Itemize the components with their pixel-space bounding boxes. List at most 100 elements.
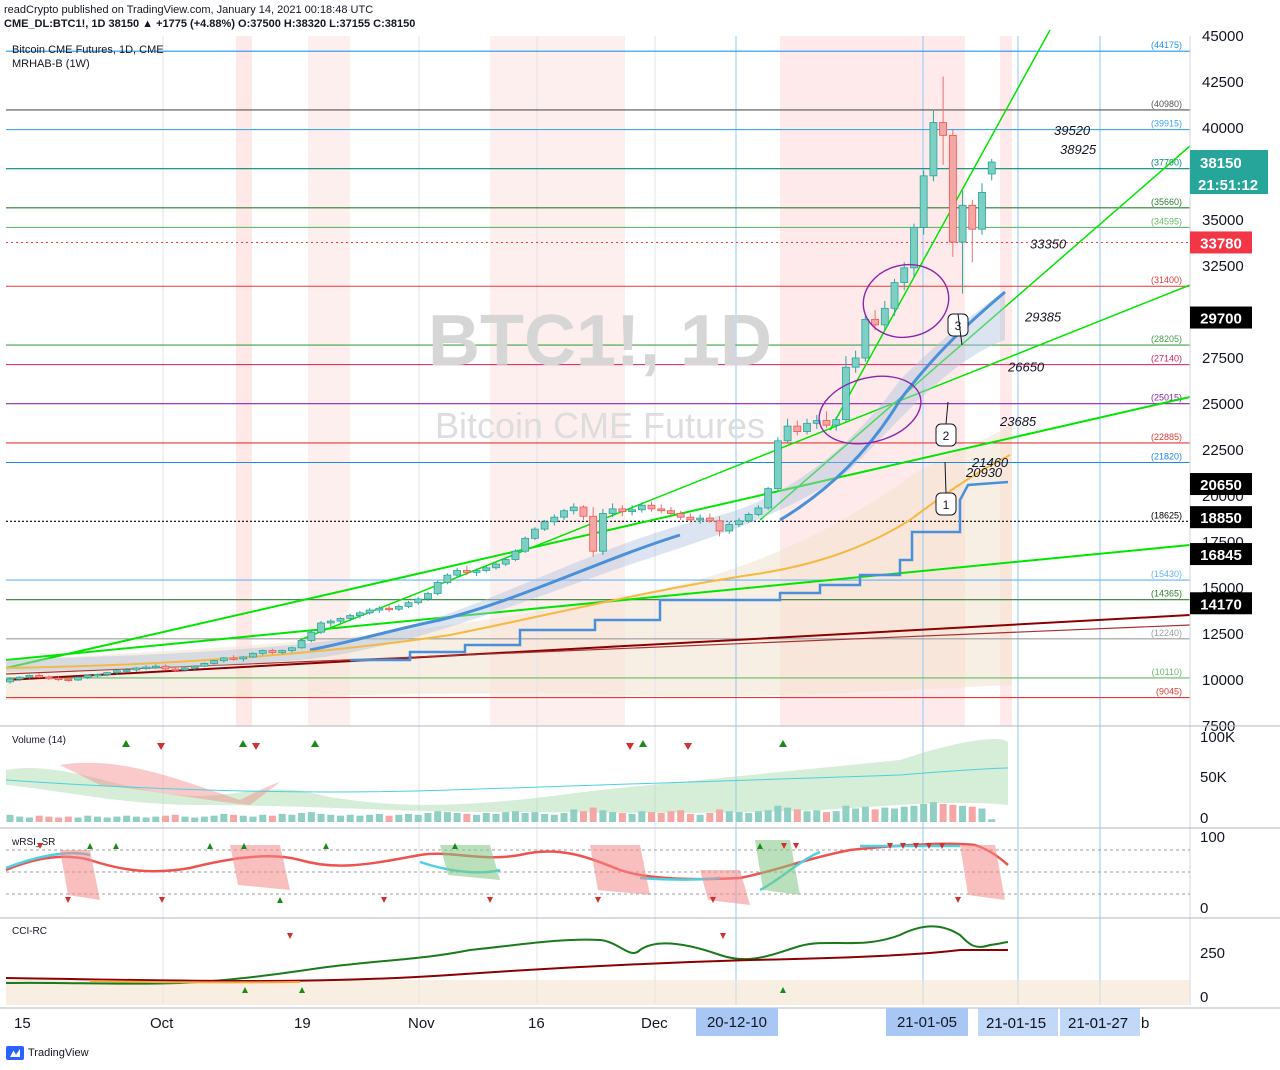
candle-0 [6,677,14,684]
volume-bar-68 [667,811,675,822]
price-badge-16845: 16845 [1190,543,1252,566]
annotation-23685: 23685 [999,414,1037,429]
candle-body [103,672,112,675]
candle-98 [958,190,967,294]
volume-bar-43 [424,813,432,822]
level-label-7: (28205) [1151,334,1182,344]
candle-body [25,675,34,678]
trend-line-5 [5,614,1191,681]
volume-bar-51 [502,812,510,822]
candle-55 [540,519,549,531]
candle-46 [453,567,462,578]
candle-97 [948,129,957,257]
candle-body [462,570,471,573]
candle-39 [385,605,393,612]
watermark-symbol: BTC1!, 1D [428,301,772,381]
badge-box [1190,473,1252,496]
price-tick-27500: 27500 [1202,350,1244,367]
candle-body [880,307,889,326]
candle-81 [793,420,802,436]
volume-bar-61 [599,810,607,822]
candle-20 [200,662,209,668]
volume-bar-91 [891,808,899,822]
volume-bar-5 [55,817,63,822]
trend-line-1 [5,396,1191,669]
cci-signal-up-icon [780,987,786,993]
wrsi-signal-down-icon [159,897,165,903]
volume-bar-8 [84,815,92,822]
cci-title: CCI-RC [12,926,47,937]
price-tick-25000: 25000 [1202,396,1244,413]
price-badge-29700: 29700 [1190,306,1252,329]
candle-36 [356,611,364,619]
candle-2 [25,674,34,680]
price-tick-10000: 10000 [1202,672,1244,689]
level-label-9: (25015) [1151,393,1182,403]
volume-bar-64 [628,813,636,822]
volume-bar-38 [375,813,383,822]
candle-body [6,678,14,683]
candle-10 [103,671,112,677]
volume-bar-4 [45,816,53,822]
candle-body [530,528,539,539]
volume-bar-89 [871,809,879,822]
countdown-text: 21:51:12 [1198,177,1258,194]
price-tick-45000: 45000 [1202,28,1244,45]
volume-bar-29 [288,814,296,822]
volume-bar-92 [900,806,908,822]
volume-bar-19 [191,817,199,822]
candle-48 [472,568,481,577]
candle-body [132,667,141,671]
candle-body [122,669,131,672]
wrsi-signal-down-icon [487,897,493,903]
candle-body [394,606,403,610]
cci-green-line [5,925,1009,985]
date-badge-box [696,1008,778,1036]
last-price-box [1190,150,1268,195]
candle-84 [822,411,831,428]
candle-37 [365,608,374,615]
candle-body [200,663,209,667]
candle-body [472,570,481,573]
candle-15 [151,664,160,669]
level-label-2: (39915) [1151,119,1182,129]
candle-64 [628,505,636,516]
price-tick-35000: 35000 [1202,212,1244,229]
price-tick-42500: 42500 [1202,74,1244,91]
volume-bar-78 [764,810,772,822]
volume-bar-16 [162,815,170,822]
badge-text: 33780 [1200,235,1242,252]
volume-bar-74 [725,811,733,822]
volume-bar-94 [920,804,928,822]
candle-44 [433,580,442,596]
candle-body [540,521,549,530]
volume-bar-99 [968,806,976,822]
volume-bar-54 [531,812,539,822]
candle-50 [492,562,500,570]
candle-30 [297,639,306,649]
volume-bar-46 [453,813,461,822]
volume-bar-44 [434,811,442,822]
session-shade-1 [308,36,350,726]
candle-21 [210,659,219,665]
volume-signal-up-icon [311,740,319,747]
candle-body [735,520,743,525]
volume-bar-25 [249,816,257,822]
candle-93 [910,223,918,278]
candle-body [628,509,636,513]
tradingview-footer[interactable]: TradingView [6,1046,89,1060]
candle-body [618,508,627,513]
candle-body [851,357,860,368]
volume-bar-57 [560,813,568,822]
candle-body [414,598,423,604]
volume-bar-77 [754,811,762,822]
candle-body [113,670,121,674]
level-label-15: (12240) [1151,628,1182,638]
volume-bar-88 [861,806,869,822]
volume-bar-45 [443,812,451,822]
volume-bar-63 [618,813,626,822]
candle-72 [705,513,714,523]
candle-body [705,517,714,522]
blue-step-line [350,480,1009,662]
